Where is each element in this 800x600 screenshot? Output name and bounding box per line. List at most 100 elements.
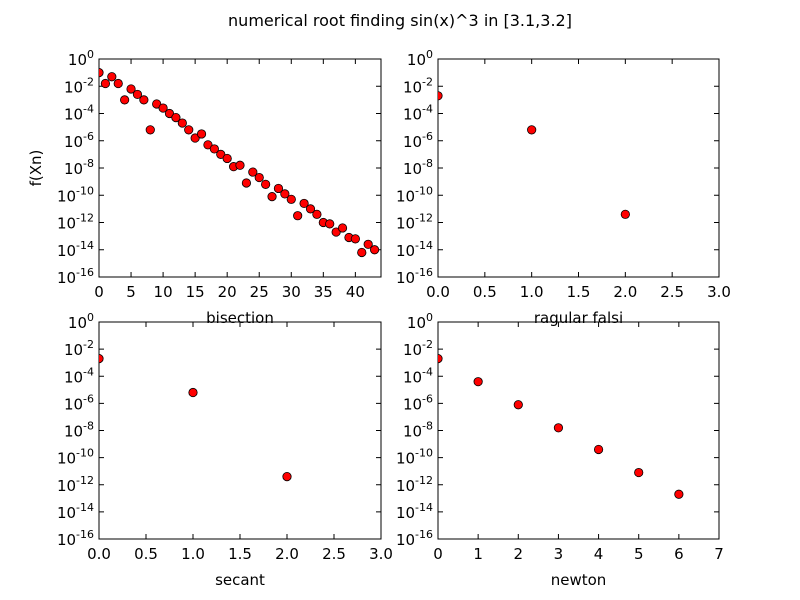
y-tick-base: 10 [403,106,422,124]
y-tick-exponent: -6 [422,130,433,143]
x-tick-label: 3 [554,545,564,563]
axes-frame [437,321,720,540]
data-point [312,209,322,219]
y-tick-label: 10-4 [64,365,94,386]
data-point [132,89,143,100]
data-point [241,178,252,188]
data-point [171,112,181,123]
data-point [107,72,117,82]
y-tick-base: 10 [403,423,422,441]
y-tick-exponent: -2 [83,75,94,88]
y-tick-label: 10-8 [64,420,94,441]
data-point [209,144,219,154]
x-tick-label: 5 [126,283,136,301]
y-tick-exponent: -10 [76,447,94,460]
y-tick-base: 10 [396,215,415,233]
y-tick-label: 10-4 [64,103,94,124]
data-point [337,223,348,233]
x-axis-label: ragular falsi [534,309,623,327]
data-point [177,118,187,128]
y-tick-label: 10-12 [57,474,94,495]
y-tick-base: 10 [64,133,83,151]
y-tick-base: 10 [57,450,76,468]
y-tick-label: 10-10 [57,184,94,205]
y-tick-base: 10 [57,187,76,205]
x-tick-label: 7 [714,545,724,563]
y-tick-exponent: -4 [83,103,94,116]
y-tick-base: 10 [403,395,422,413]
y-tick-exponent: -6 [83,392,94,405]
x-tick-label: 6 [674,545,684,563]
y-tick-exponent: -16 [415,266,433,279]
y-tick-exponent: -14 [76,501,94,514]
data-point [473,377,483,387]
y-tick-exponent: -12 [415,474,433,487]
x-tick-label: 3.0 [707,283,731,301]
y-tick-base: 10 [57,215,76,233]
y-tick-base: 10 [396,187,415,205]
y-tick-base: 10 [68,314,87,332]
data-point [280,189,290,199]
y-tick-label: 10-2 [403,75,433,96]
series-points [438,91,630,219]
y-tick-base: 10 [403,133,422,151]
y-tick-label: 10-10 [57,447,94,468]
data-point [139,95,149,105]
data-point [190,133,200,143]
y-tick-exponent: -16 [76,528,94,541]
y-tick-label: 10-6 [403,392,433,413]
y-tick-base: 10 [403,341,422,359]
data-point [331,227,341,237]
y-tick-exponent: -10 [415,184,433,197]
y-tick-exponent: -6 [83,130,94,143]
y-tick-exponent: -14 [415,239,433,252]
y-tick-exponent: -16 [76,266,94,279]
y-tick-label: 10-12 [396,474,433,495]
data-point [196,129,207,139]
y-tick-label: 10-14 [396,239,433,260]
data-point [152,99,162,109]
subplot-newton: 0 1 2 3 4 5 6 710010-210-410-610-810-1010-1210-… [396,311,724,589]
data-point [369,245,380,255]
y-tick-base: 10 [396,477,415,495]
x-tick-label: 1.0 [520,283,544,301]
data-point [634,467,644,478]
data-point [620,209,630,219]
y-tick-exponent: -4 [422,103,433,116]
y-tick-base: 10 [64,341,83,359]
x-tick-label: 0.0 [426,283,450,301]
data-point [438,91,443,101]
y-tick-label: 10-6 [403,130,433,151]
y-tick-exponent: -16 [415,528,433,541]
x-tick-label: 1.5 [228,545,252,563]
axes-frame [98,321,382,540]
data-point [350,234,360,244]
y-tick-base: 10 [68,51,87,69]
y-tick-label: 10-10 [396,447,433,468]
y-tick-label: 100 [68,48,94,69]
data-point [113,78,123,89]
x-tick-label: 2.5 [322,545,346,563]
data-point [248,167,258,177]
data-point [299,198,309,209]
y-tick-label: 100 [68,311,94,332]
x-tick-label: 3.0 [369,545,393,563]
x-tick-label: 2.5 [660,283,684,301]
subplot-bisection: 0 5 10 15 20 25 30 35 4010010-210-410-610-810-10… [27,48,382,327]
data-point [273,183,284,194]
data-point [188,387,198,398]
x-axis-label: secant [215,571,265,589]
y-tick-label: 10-8 [403,420,433,441]
y-tick-label: 10-12 [396,212,433,233]
y-tick-exponent: -10 [415,447,433,460]
x-tick-label: 4 [594,545,604,563]
series-points [438,354,684,499]
data-point [527,125,537,135]
y-tick-label: 10-16 [57,266,94,287]
y-tick-base: 10 [407,314,426,332]
x-tick-label: 0.5 [473,283,497,301]
y-tick-label: 10-14 [396,501,433,522]
data-point [293,211,303,221]
y-tick-base: 10 [57,477,76,495]
data-point [261,179,271,189]
